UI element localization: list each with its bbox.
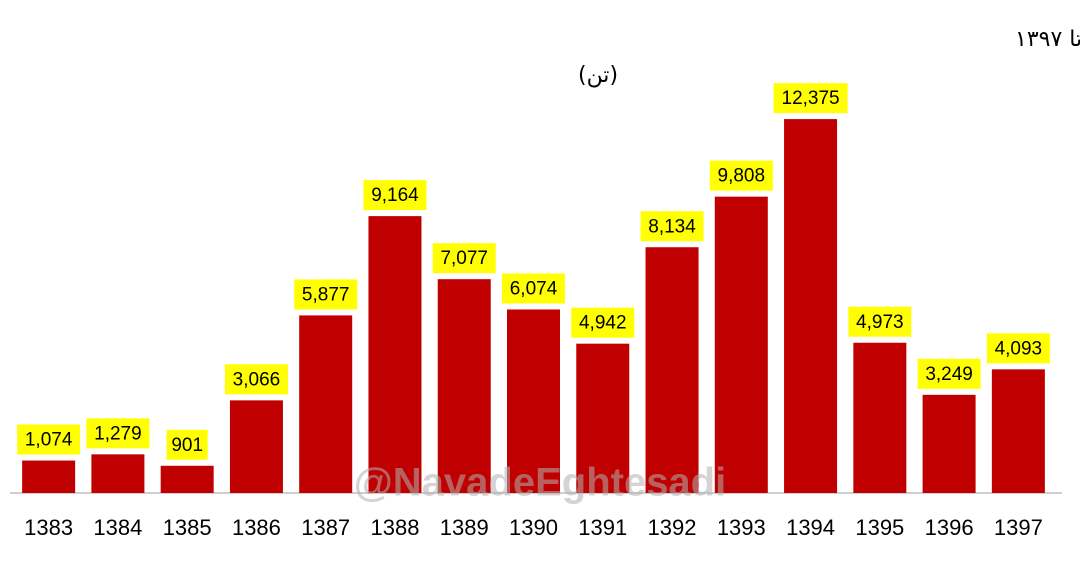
value-label: 3,249 — [925, 364, 973, 385]
label-highlight — [363, 180, 427, 211]
bar — [714, 196, 768, 494]
bar — [853, 342, 907, 493]
value-label: 7,077 — [440, 248, 488, 269]
bar — [229, 400, 283, 493]
bar — [576, 343, 630, 493]
x-tick-label: 1388 — [370, 515, 419, 540]
watermark: @NavadeEghtesadi — [354, 461, 726, 505]
label-highlight — [432, 243, 496, 274]
bar — [22, 460, 76, 493]
value-label: 3,066 — [233, 369, 281, 390]
label-highlight — [709, 160, 773, 191]
x-tick-label: 1390 — [509, 515, 558, 540]
x-tick-label: 1397 — [994, 515, 1043, 540]
value-label: 6,074 — [510, 278, 558, 299]
x-tick-label: 1394 — [786, 515, 835, 540]
bar — [160, 465, 214, 493]
label-highlight — [848, 306, 912, 337]
value-label: 9,808 — [718, 166, 766, 187]
chart-title: میزان فروش روزانه نفت‌کوره به کشتی‌ها (ب… — [1015, 26, 1080, 52]
bar — [437, 279, 491, 493]
label-highlight — [86, 418, 150, 449]
value-label: 1,074 — [25, 430, 73, 451]
value-label: 4,942 — [579, 313, 627, 334]
x-tick-label: 1387 — [301, 515, 350, 540]
value-label: 4,093 — [995, 338, 1043, 359]
label-highlight — [17, 424, 81, 455]
bar — [784, 119, 838, 494]
label-highlight — [294, 279, 358, 310]
bar — [91, 454, 145, 493]
label-highlight — [773, 83, 848, 114]
label-highlight — [917, 358, 981, 389]
chart-subtitle: (تن) — [578, 63, 618, 88]
bar — [922, 394, 976, 493]
x-tick-label: 1391 — [578, 515, 627, 540]
label-highlight — [502, 273, 565, 304]
label-highlight — [571, 307, 635, 338]
value-label: 1,279 — [94, 423, 142, 444]
bar — [299, 315, 353, 493]
label-highlight — [640, 211, 704, 242]
label-highlight — [166, 429, 208, 460]
label-highlight — [224, 364, 288, 395]
value-label: 4,973 — [856, 312, 904, 333]
x-tick-label: 1389 — [440, 515, 489, 540]
value-label: 9,164 — [371, 185, 419, 206]
bar — [991, 369, 1045, 493]
bar — [645, 247, 699, 493]
value-label: 5,877 — [302, 284, 350, 305]
value-label: 901 — [171, 435, 203, 456]
x-tick-label: 1384 — [93, 515, 142, 540]
bar — [368, 216, 422, 494]
x-tick-label: 1386 — [232, 515, 281, 540]
x-tick-label: 1396 — [925, 515, 974, 540]
value-label: 8,134 — [648, 216, 696, 237]
x-tick-label: 1383 — [24, 515, 73, 540]
value-label: 12,375 — [782, 88, 840, 109]
bar — [507, 309, 560, 493]
x-tick-label: 1393 — [717, 515, 766, 540]
x-tick-label: 1385 — [163, 515, 212, 540]
label-highlight — [986, 333, 1050, 364]
x-tick-label: 1392 — [648, 515, 697, 540]
x-tick-label: 1395 — [855, 515, 904, 540]
